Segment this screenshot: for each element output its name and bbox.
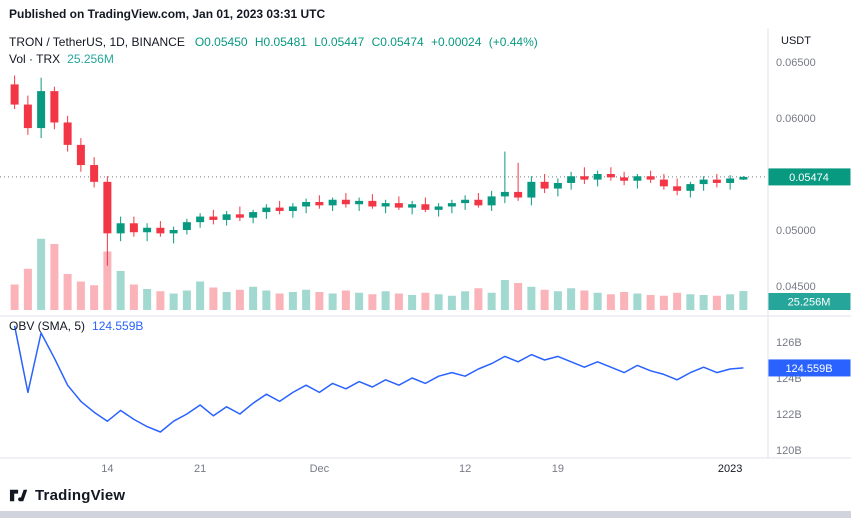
svg-text:Dec: Dec	[310, 463, 330, 475]
tradingview-brand-text: TradingView	[35, 487, 126, 504]
volume-legend-value: 25.256M	[67, 52, 114, 66]
published-banner: Published on TradingView.com, Jan 01, 20…	[0, 0, 851, 28]
price-chart-svg[interactable]: USDT0.065000.060000.050000.04500126B124B…	[0, 28, 851, 480]
obv-legend: OBV (SMA, 5) 124.559B	[9, 319, 143, 333]
svg-text:120B: 120B	[776, 445, 802, 457]
pane-separators	[0, 28, 851, 459]
svg-text:0.05474: 0.05474	[789, 172, 829, 184]
axis-value-boxes: 0.05474 25.256M 124.559B	[768, 168, 851, 377]
last-price-label: 0.05474	[768, 168, 851, 186]
svg-text:0.06000: 0.06000	[776, 113, 816, 125]
last-obv-label: 124.559B	[768, 359, 851, 377]
ohlc-values: O0.05450 H0.05481 L0.05447 C0.05474 +0.0…	[194, 35, 538, 49]
last-volume-label: 25.256M	[768, 293, 851, 310]
svg-text:21: 21	[194, 463, 206, 475]
svg-text:124.559B: 124.559B	[785, 363, 832, 375]
symbol-title: TRON / TetherUS, 1D, BINANCE	[9, 35, 185, 49]
price-scale: USDT0.065000.060000.050000.04500126B124B…	[776, 35, 816, 457]
symbol-legend: TRON / TetherUS, 1D, BINANCE O0.05450 H0.…	[9, 35, 538, 49]
volume-legend-label: Vol · TRX	[9, 52, 61, 66]
svg-text:USDT: USDT	[781, 35, 811, 47]
published-text: Published on TradingView.com, Jan 01, 20…	[9, 7, 326, 21]
bottom-edge-strip	[0, 511, 851, 518]
footer-bar: TradingView	[0, 480, 851, 511]
svg-text:12: 12	[459, 463, 471, 475]
svg-text:25.256M: 25.256M	[788, 297, 831, 309]
candles	[10, 75, 748, 266]
volume-legend: Vol · TRX 25.256M	[9, 52, 114, 66]
time-scale: 14 21 Dec 12 19 2023	[101, 463, 742, 475]
svg-text:0.05000: 0.05000	[776, 225, 816, 237]
tradingview-logo-icon	[9, 489, 28, 502]
svg-text:19: 19	[552, 463, 564, 475]
svg-text:0.06500: 0.06500	[776, 57, 816, 69]
obv-line	[13, 325, 744, 433]
svg-text:126B: 126B	[776, 337, 802, 349]
obv-legend-label: OBV (SMA, 5)	[9, 319, 86, 333]
svg-text:0.04500: 0.04500	[776, 281, 816, 293]
chart-area: USDT 0.06500 0.06000 0.05000 0.04500 126B 124B…	[0, 28, 851, 480]
svg-text:14: 14	[101, 463, 113, 475]
volume-bars	[10, 238, 748, 310]
svg-text:2023: 2023	[718, 463, 742, 475]
svg-text:122B: 122B	[776, 409, 802, 421]
obv-legend-value: 124.559B	[92, 319, 144, 333]
